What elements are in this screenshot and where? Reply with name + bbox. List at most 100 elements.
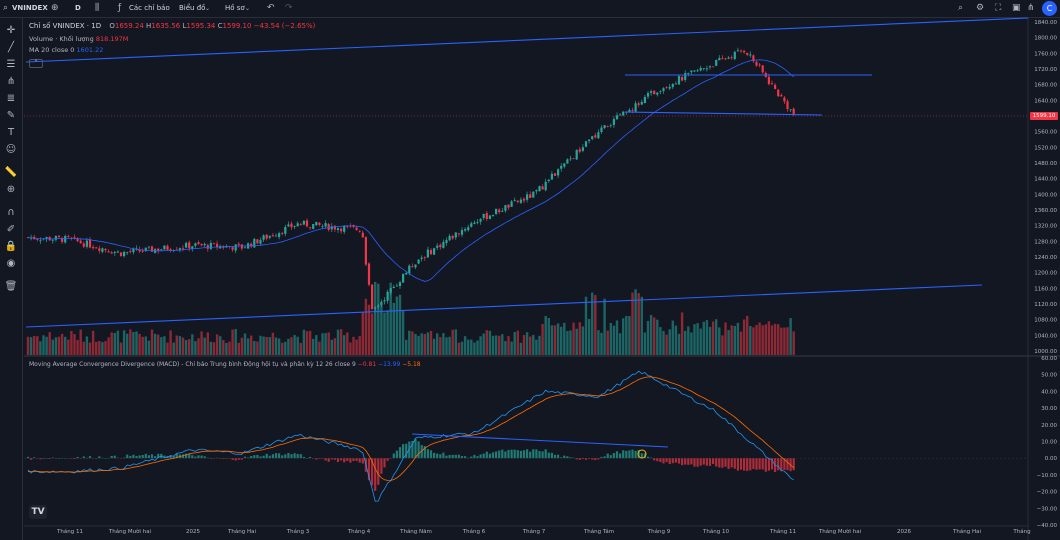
candle-body bbox=[321, 226, 324, 227]
volume-bar bbox=[110, 332, 113, 355]
search-icon[interactable]: ⌕ bbox=[3, 3, 9, 13]
trendline-icon[interactable]: ╱ bbox=[7, 42, 15, 53]
volume-bar bbox=[144, 336, 147, 355]
chevron-down-icon[interactable]: ⌄ bbox=[205, 5, 211, 12]
volume-bar bbox=[476, 340, 479, 355]
macd-histogram-bar bbox=[76, 456, 79, 459]
notification-icon[interactable]: C bbox=[1042, 1, 1057, 16]
compare-symbol-icon[interactable]: ⊕ bbox=[51, 3, 59, 13]
volume-bar bbox=[76, 339, 79, 355]
candle-body bbox=[609, 125, 612, 127]
volume-bar bbox=[166, 342, 169, 355]
brush-icon[interactable]: ✎ bbox=[6, 110, 16, 121]
fib-retracement-icon[interactable]: ≣ bbox=[6, 93, 16, 104]
candle-body bbox=[116, 251, 119, 253]
volume-bar bbox=[535, 339, 538, 355]
x-tick-label: Tháng 3 bbox=[286, 528, 310, 535]
ma-legend[interactable]: MA 20 close 0 1601.22 bbox=[29, 46, 103, 54]
text-icon[interactable]: T bbox=[7, 127, 15, 138]
volume-bar bbox=[541, 324, 544, 355]
candles-style-icon[interactable]: ⫼ bbox=[95, 3, 100, 13]
candle-body bbox=[340, 228, 343, 232]
quick-search-icon[interactable]: ⌕ bbox=[958, 3, 964, 13]
magnet-icon[interactable]: ∩ bbox=[7, 207, 15, 218]
y-tick-label: 1200.00 bbox=[1034, 271, 1057, 277]
x-tick-label: 2025 bbox=[186, 529, 200, 535]
candle-body bbox=[631, 110, 634, 111]
volume-bar bbox=[764, 324, 767, 355]
macd-histogram-bar bbox=[349, 458, 352, 463]
share-icon[interactable]: ⋔ bbox=[1027, 3, 1035, 13]
undo-icon[interactable]: ↶ bbox=[267, 3, 275, 13]
macd-histogram-bar bbox=[538, 451, 541, 459]
macd-histogram-bar bbox=[268, 455, 271, 459]
symbol-search-button[interactable]: VNINDEX bbox=[12, 4, 48, 12]
candle-body bbox=[581, 147, 584, 151]
macd-histogram-bar bbox=[144, 453, 147, 459]
candle-body bbox=[398, 282, 402, 287]
macd-histogram-bar bbox=[296, 453, 299, 459]
macd-legend[interactable]: Moving Average Convergence Divergence (M… bbox=[29, 361, 421, 368]
candle-body bbox=[488, 215, 491, 219]
macd-histogram-bar bbox=[495, 451, 498, 459]
trash-icon[interactable]: 🗑 bbox=[4, 281, 18, 292]
fullscreen-icon[interactable]: ⛶ bbox=[995, 3, 1002, 13]
macd-histogram-bar bbox=[603, 456, 606, 459]
chart-type-button[interactable]: Biểu đồ bbox=[179, 4, 206, 12]
lock-icon[interactable]: 🔒 bbox=[4, 241, 18, 252]
eye-icon[interactable]: ◉ bbox=[6, 258, 16, 269]
macd-histogram-bar bbox=[460, 455, 464, 459]
candle-body bbox=[423, 257, 426, 258]
macd-histogram-bar bbox=[98, 456, 101, 459]
volume-bar bbox=[200, 331, 203, 355]
candle-body bbox=[185, 242, 188, 248]
redo-icon[interactable]: ↷ bbox=[285, 3, 293, 13]
symbol-title[interactable]: Chỉ số VNINDEX · 1D bbox=[29, 22, 102, 30]
y-tick-label: 1720.00 bbox=[1034, 67, 1057, 73]
volume-legend[interactable]: Volume · Khối lượng 818.197M bbox=[29, 35, 128, 43]
macd-histogram-bar bbox=[110, 455, 113, 459]
screenshot-icon[interactable]: ▣ bbox=[1012, 3, 1021, 13]
candle-body bbox=[392, 286, 395, 289]
macd-histogram-bar bbox=[588, 458, 591, 459]
macd-histogram-bar bbox=[398, 447, 402, 459]
macd-histogram-bar bbox=[175, 454, 178, 459]
y-tick-label: 1240.00 bbox=[1034, 255, 1057, 261]
ruler-icon[interactable]: 📏 bbox=[4, 167, 18, 178]
volume-bar bbox=[178, 336, 182, 355]
stay-drawing-icon[interactable]: ✐ bbox=[6, 224, 16, 235]
crosshair-icon[interactable]: ✛ bbox=[6, 25, 16, 36]
horizontal-lines-icon[interactable]: ☰ bbox=[6, 59, 16, 70]
indicators-icon[interactable]: ƒ bbox=[118, 3, 122, 13]
candle-body bbox=[278, 233, 281, 237]
volume-bar bbox=[153, 333, 157, 355]
macd-histogram-bar bbox=[265, 453, 268, 459]
profile-button[interactable]: Hồ sơ bbox=[225, 4, 245, 12]
volume-bar bbox=[98, 340, 101, 355]
pitchfork-icon[interactable]: ⋔ bbox=[6, 76, 16, 87]
chevron-down-icon[interactable]: ⌄ bbox=[245, 5, 251, 12]
candle-body bbox=[157, 248, 160, 251]
volume-bar bbox=[470, 339, 473, 355]
volume-bar bbox=[510, 341, 513, 355]
candle-body bbox=[101, 248, 104, 252]
gear-icon[interactable]: ⚙ bbox=[976, 3, 985, 13]
candle-body bbox=[451, 235, 454, 239]
candle-body bbox=[212, 243, 216, 245]
candle-body bbox=[588, 139, 591, 141]
candle-body bbox=[343, 226, 346, 232]
emoji-icon[interactable]: ☺ bbox=[5, 144, 17, 155]
indicators-button[interactable]: Các chỉ báo bbox=[129, 4, 170, 12]
interval-button[interactable]: D bbox=[75, 4, 81, 12]
macd-histogram-bar bbox=[451, 454, 454, 459]
volume-bar bbox=[572, 322, 575, 355]
candle-body bbox=[54, 236, 57, 240]
volume-bar bbox=[405, 339, 408, 355]
candle-body bbox=[104, 248, 107, 251]
collapse-legend-icon[interactable]: ⌃ bbox=[29, 59, 43, 68]
tradingview-logo[interactable]: TV bbox=[29, 505, 47, 519]
zoom-in-icon[interactable]: ⊕ bbox=[6, 184, 16, 195]
candle-body bbox=[650, 91, 653, 93]
volume-bar bbox=[649, 314, 653, 355]
